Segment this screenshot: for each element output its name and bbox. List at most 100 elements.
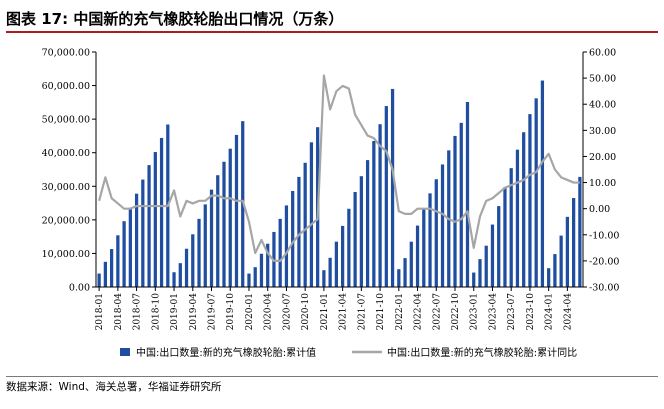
x-tick-label: 2021-07 (357, 293, 367, 331)
x-tick-label: 2023-07 (507, 293, 517, 331)
x-tick-label: 2019-07 (208, 293, 218, 331)
bar-2021-10 (378, 124, 382, 288)
x-tick-label: 2019-04 (189, 293, 199, 331)
x-tick-label: 2018-10 (151, 293, 161, 331)
bar-2021-11 (384, 106, 388, 287)
bar-2021-01 (322, 270, 326, 287)
bar-2023-11 (534, 98, 538, 287)
left-tick-label: 40,000.00 (42, 148, 90, 159)
x-tick-label: 2021-01 (320, 293, 330, 330)
yoy-line (98, 74, 580, 262)
bar-2023-06 (503, 187, 507, 287)
left-tick-label: 60,000.00 (42, 81, 90, 92)
right-tick-label: 40.00 (589, 100, 616, 111)
bar-2019-10 (228, 148, 232, 287)
bar-2020-01 (247, 273, 251, 287)
bar-2018-10 (153, 152, 157, 287)
x-tick-label: 2023-04 (488, 293, 498, 331)
bar-2021-08 (365, 160, 370, 287)
bar-2020-07 (284, 205, 289, 287)
x-tick-label: 2023-01 (470, 293, 480, 330)
x-tick-label: 2022-07 (432, 293, 442, 331)
legend-label-bar: 中国:出口数量:新的充气橡胶轮胎:累计值 (136, 346, 316, 359)
x-tick-label: 2020-01 (245, 293, 255, 330)
x-tick-label: 2021-10 (376, 293, 386, 331)
x-tick-label: 2022-01 (395, 293, 405, 330)
right-tick-label: 50.00 (589, 74, 616, 85)
figure-title: 图表 17: 中国新的充气橡胶轮胎出口情况（万条） (6, 9, 658, 33)
bar-2019-02 (178, 263, 182, 287)
bar-2023-03 (484, 245, 488, 287)
right-tick-label: 60.00 (589, 48, 616, 59)
bar-2020-06 (278, 218, 282, 287)
bar-2020-10 (303, 162, 307, 287)
bar-2019-03 (184, 248, 189, 287)
x-tick-label: 2021-04 (339, 293, 349, 331)
bar-2019-09 (222, 161, 226, 287)
chart-legend: 中国:出口数量:新的充气橡胶轮胎:累计值 中国:出口数量:新的充气橡胶轮胎:累计… (120, 346, 577, 359)
right-tick-label: 30.00 (589, 126, 616, 137)
left-tick-label: 30,000.00 (42, 182, 90, 193)
x-tick-label: 2018-01 (95, 293, 105, 330)
left-tick-label: 0.00 (69, 283, 90, 294)
x-tick-label: 2019-01 (170, 293, 180, 330)
bar-2018-03 (109, 249, 114, 287)
bar-2021-12 (390, 88, 395, 288)
bar-2018-07 (134, 193, 139, 287)
bar-2022-07 (434, 179, 438, 287)
x-tick-label: 2022-04 (414, 293, 424, 331)
x-tick-label: 2020-07 (282, 293, 292, 331)
bar-2020-04 (266, 243, 270, 287)
bar-2018-06 (128, 207, 132, 287)
left-tick-label: 50,000.00 (42, 115, 90, 126)
right-tick-label: -30.00 (589, 283, 619, 294)
bar-2021-05 (347, 208, 351, 287)
bar-2023-02 (478, 259, 482, 287)
bar-2022-12 (465, 102, 470, 288)
bar-2022-03 (409, 241, 413, 287)
bar-2022-01 (397, 269, 401, 287)
source-note: 数据来源：Wind、海关总署，华福证券研究所 (6, 376, 658, 399)
bar-2024-02 (553, 254, 557, 287)
right-tick-label: 20.00 (589, 152, 616, 163)
bar-2020-03 (259, 253, 264, 287)
x-tick-label: 2023-10 (526, 293, 536, 331)
right-tick-label: -20.00 (589, 256, 619, 267)
bar-2019-07 (209, 189, 214, 287)
bar-2024-03 (559, 235, 563, 287)
bar-2022-08 (440, 164, 445, 287)
bar-2021-04 (341, 225, 345, 287)
bar-2018-09 (147, 165, 151, 287)
bar-2024-01 (547, 268, 551, 287)
bar-2019-05 (197, 218, 201, 287)
bar-2024-06 (578, 176, 582, 287)
bar-2023-08 (515, 149, 520, 287)
bar-2018-02 (103, 261, 107, 287)
bar-2023-09 (522, 132, 526, 287)
right-tick-label: 0.00 (589, 204, 610, 215)
bar-2018-08 (141, 179, 145, 287)
bar-2023-05 (497, 206, 501, 287)
bar-2020-08 (291, 190, 295, 287)
bar-2023-01 (472, 272, 476, 287)
bar-2018-11 (159, 137, 164, 287)
bar-2021-06 (353, 191, 357, 287)
bar-2019-08 (216, 175, 220, 287)
x-tick-label: 2018-04 (114, 293, 124, 331)
left-tick-label: 10,000.00 (42, 249, 90, 260)
bar-series-cumulative-value (97, 80, 582, 288)
bar-2018-01 (97, 273, 101, 287)
bar-2022-02 (403, 258, 407, 287)
right-tick-label: -10.00 (589, 230, 619, 241)
bar-2022-05 (422, 208, 426, 287)
bar-2019-06 (203, 204, 207, 287)
x-tick-label: 2020-10 (301, 293, 311, 331)
bar-2020-09 (297, 176, 301, 287)
bar-2023-07 (509, 168, 513, 287)
right-tick-label: 10.00 (589, 178, 616, 189)
bar-2019-04 (191, 234, 195, 287)
bar-2021-09 (372, 140, 376, 287)
bar-2019-11 (234, 134, 239, 287)
